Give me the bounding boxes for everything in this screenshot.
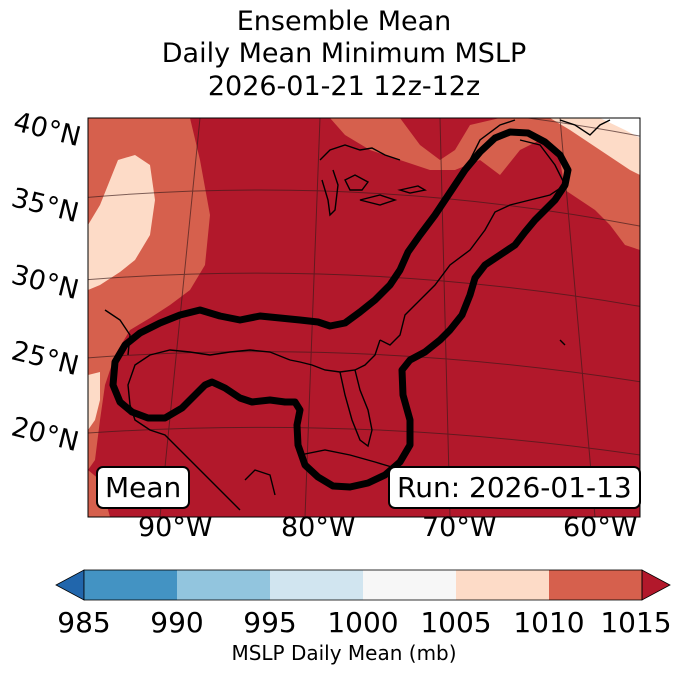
lake-michigan — [321, 169, 339, 217]
colorbar-tick-1015: 1015 — [600, 606, 672, 639]
parallel-25n — [88, 351, 640, 383]
cuba — [299, 449, 396, 469]
colorbar-tick-990: 990 — [150, 606, 204, 639]
east-coast — [379, 139, 566, 346]
meridian-80w — [304, 118, 321, 517]
colorbar-segment-1005-1010 — [456, 570, 549, 600]
bermuda — [559, 339, 566, 346]
colorbar — [55, 569, 671, 601]
colorbar-tick-985: 985 — [57, 606, 111, 639]
mean-legend-box: Mean — [96, 466, 191, 509]
newfoundland-coast — [559, 119, 611, 136]
maritime-coast — [469, 119, 516, 161]
florida-peninsula — [339, 369, 373, 448]
pressure-field-1005-west — [88, 155, 155, 290]
great-lakes-north — [319, 144, 401, 161]
colorbar-tick-1005: 1005 — [420, 606, 492, 639]
colorbar-outline — [83, 569, 643, 601]
colorbar-extend-low — [55, 569, 85, 601]
colorbar-label: MSLP Daily Mean (mb) — [231, 641, 457, 665]
title-line-3: 2026-01-21 12z-12z — [207, 71, 481, 102]
colorbar-tick-995: 995 — [243, 606, 297, 639]
parallel-35n — [88, 189, 640, 227]
run-date-box: Run: 2026-01-13 — [388, 466, 641, 509]
map-area — [88, 118, 640, 517]
gulf-coast — [127, 349, 291, 511]
colorbar-tick-1010: 1010 — [513, 606, 585, 639]
colorbar-segment-995-1000 — [270, 570, 363, 600]
lake-ontario — [397, 185, 427, 194]
pressure-field-1005-southwest — [88, 372, 100, 430]
lake-huron — [344, 174, 370, 191]
lon-label-70w: 70°W — [422, 512, 497, 543]
colorbar-segment-1010-1015 — [549, 570, 642, 600]
map-frame — [87, 117, 641, 518]
colorbar-segment-1000-1005 — [363, 570, 456, 600]
colorbar-segment-990-995 — [177, 570, 270, 600]
title-line-1: Ensemble Mean — [236, 6, 452, 37]
lon-label-60w: 60°W — [563, 512, 638, 543]
lake-erie — [359, 194, 398, 206]
yucatan — [244, 469, 276, 496]
title-line-2: Daily Mean Minimum MSLP — [161, 38, 527, 69]
lon-label-90w: 90°W — [138, 512, 213, 543]
pressure-field-white — [600, 118, 640, 138]
colorbar-tick-1000: 1000 — [327, 606, 399, 639]
lon-label-80w: 80°W — [281, 512, 356, 543]
colorbar-segment-985-990 — [84, 570, 177, 600]
colorbar-extend-high — [641, 569, 671, 601]
parallel-20n — [88, 426, 640, 456]
meridian-70w — [439, 118, 451, 517]
